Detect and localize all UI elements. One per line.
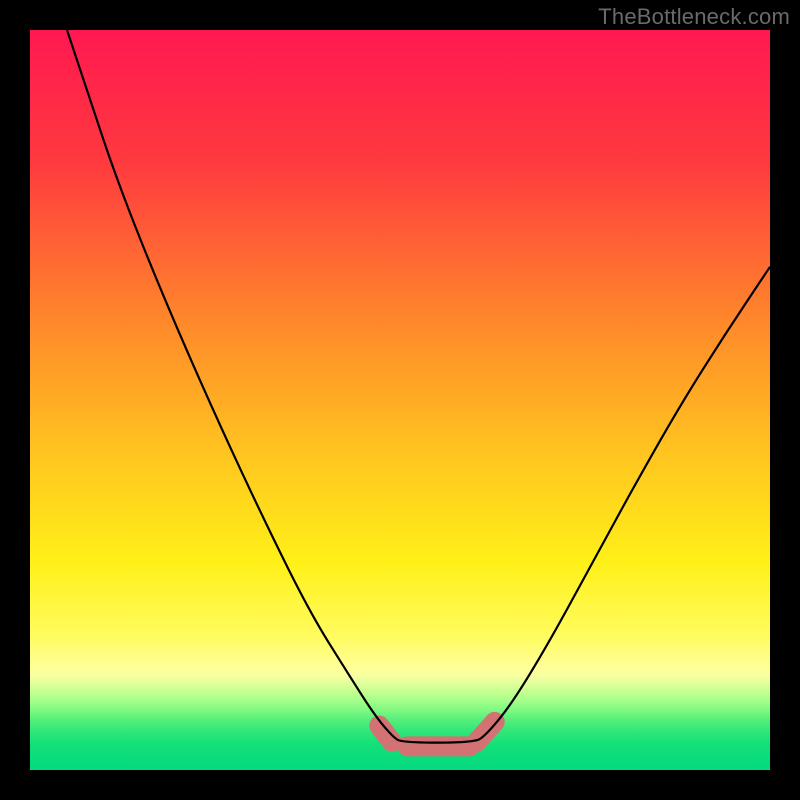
bottleneck-chart bbox=[0, 0, 800, 800]
chart-container: TheBottleneck.com bbox=[0, 0, 800, 800]
watermark-text: TheBottleneck.com bbox=[598, 4, 790, 30]
